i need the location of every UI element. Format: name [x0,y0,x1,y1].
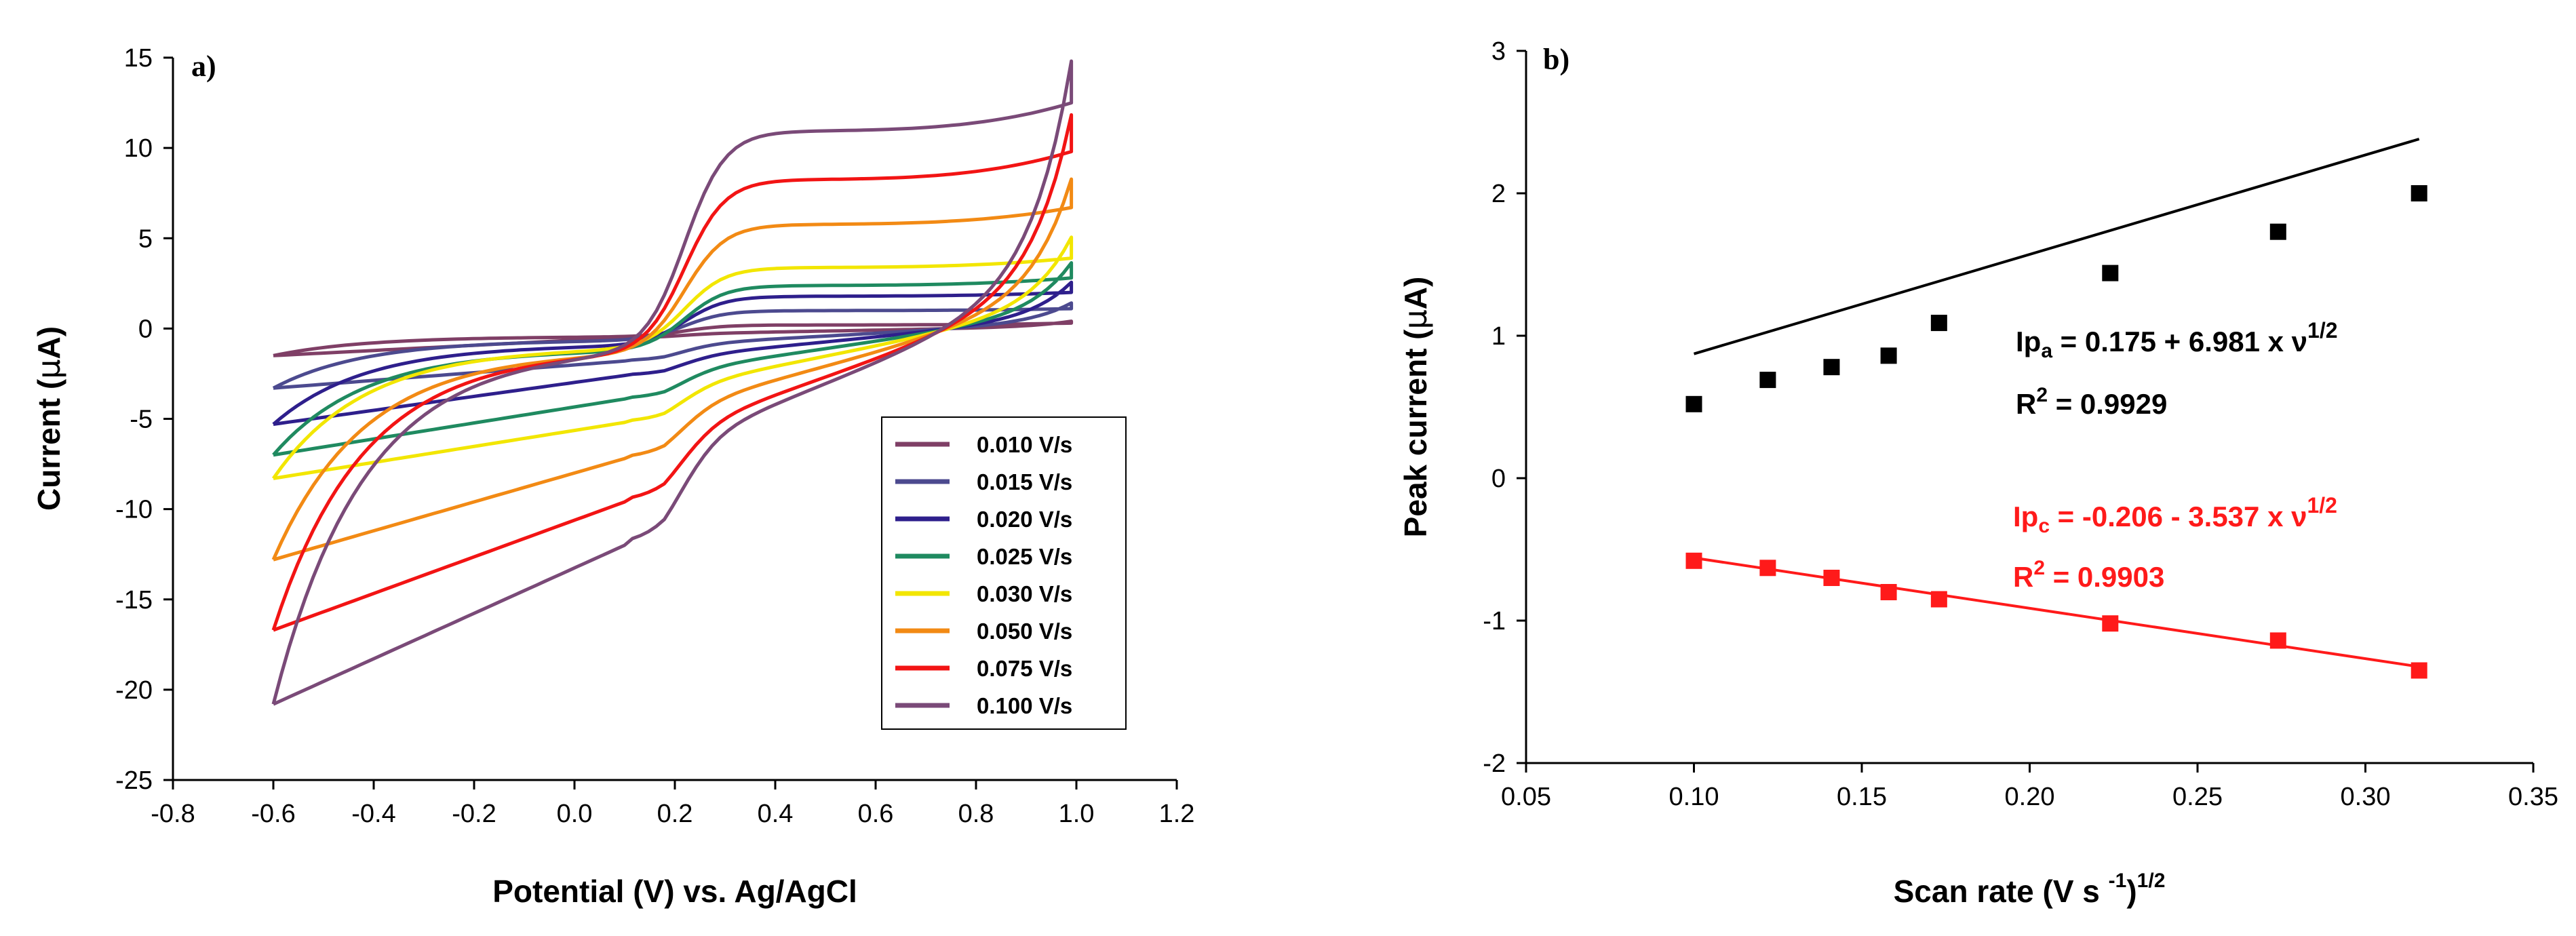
cv-curve-0020 [272,280,1074,426]
panel-a-x-tick-label: -0.2 [452,800,496,828]
ipa-point [1823,359,1840,376]
panel-a-legend: 0.010 V/s 0.015 V/s 0.020 V/s 0.025 V/s 0.03… [881,416,1127,730]
panel-a-x-tick-label: 1.2 [1159,800,1195,828]
ipc-point [1759,560,1776,577]
ipa-point [1759,372,1776,389]
panel-a-y-tick-label: -20 [115,676,153,705]
ipa-point [2269,223,2286,240]
panel-a-y-tick-label: -15 [115,586,153,615]
panel-a-y-tick-label: -25 [115,766,153,795]
cv-curve-0075 [271,113,1074,632]
panel-a-y-tick-label: 0 [138,315,153,343]
panel-a-x-axis-title: Potential (V) vs. Ag/AgCl [492,874,857,909]
panel-b-x-tick-label: 0.35 [2508,783,2558,811]
panel-b-label: b) [1543,43,1569,76]
panel-a-x-tick-label: -0.8 [151,800,195,828]
panel-a-y-axis-title: Current (μA) [31,326,67,511]
ipc-point [1880,584,1897,600]
panel-b-x-tick-label: 0.15 [1837,783,1887,811]
panel-a-y-tick-label: 10 [124,134,153,163]
ipc-r-squared: R2 = 0.9903 [2013,557,2164,593]
panel-a-x-tick-label: 1.0 [1059,800,1095,828]
panel-a-x-tick-label: 0.0 [557,800,593,828]
panel-b-x-tick-label: 0.05 [1501,783,1551,811]
ipa-point [1930,315,1947,332]
panel-b-x-tick-label: 0.25 [2172,783,2223,811]
ipc-point [2411,662,2427,679]
panel-b-y-tick-label: 2 [1491,180,1506,208]
panel-a-y-tick-label: 5 [138,225,153,253]
panel-a-x-tick-label: -0.4 [351,800,395,828]
panel-b-y-tick-label: -2 [1483,749,1506,778]
panel-b-y-tick-label: 3 [1491,37,1506,66]
panel-a-x-tick-label: 0.4 [758,800,794,828]
cv-curve-0050 [271,177,1074,562]
legend-label: 0.050 V/s [977,619,1072,644]
panel-a: -0.8 -0.6 -0.4 -0.2 0.0 0.2 0.4 0.6 0.8 1.0 1.2 15… [31,44,1194,909]
panel-a-x-tick-label: 0.2 [657,800,693,828]
ipa-fit-line [1693,138,2420,355]
legend-label: 0.100 V/s [977,693,1072,718]
panel-b-x-tick-label: 0.20 [2005,783,2055,811]
panel-a-y-tick-label: 15 [124,44,153,73]
ipa-equation: Ipa = 0.175 + 6.981 x ν1/2 [2016,318,2338,362]
legend-label: 0.010 V/s [977,432,1072,457]
panel-a-x-tick-label: 0.6 [858,800,894,828]
panel-b-y-tick-label: 1 [1491,322,1506,351]
ipa-point [2102,265,2119,281]
panel-b-x-tick-label: 0.30 [2341,783,2391,811]
cv-curve-0030 [271,235,1074,480]
panel-a-x-tick-label: -0.6 [251,800,295,828]
legend-label: 0.030 V/s [977,581,1072,606]
legend-label: 0.020 V/s [977,507,1072,532]
panel-b-y-tick-label: -1 [1483,607,1506,636]
panel-b-x-axis-title: Scan rate (V s -1)1/2 [1894,870,2166,909]
panel-a-label: a) [191,50,216,83]
ipc-point [1823,570,1840,586]
ipc-point [2102,615,2119,632]
panel-b-y-tick-label: 0 [1491,465,1506,493]
ipa-point [1685,395,1702,412]
ipa-r-squared: R2 = 0.9929 [2016,384,2167,420]
ipc-point [1685,552,1702,569]
panel-b: 0.05 0.10 0.15 0.20 0.25 0.30 0.35 3 2 1 0 -1 -2 b)… [1397,37,2558,909]
ipa-point [2411,185,2427,201]
legend-label: 0.015 V/s [977,469,1072,494]
panel-b-x-tick-label: 0.10 [1669,783,1719,811]
ipc-point [2269,632,2286,649]
panel-a-x-tick-label: 0.8 [958,800,994,828]
ipc-fit-line [1694,556,2419,668]
ipc-equation: Ipc = -0.206 - 3.537 x ν1/2 [2013,493,2337,537]
ipa-point [1880,347,1897,364]
ipc-point [1930,591,1947,608]
panel-a-y-tick-label: -5 [130,406,153,434]
legend-label: 0.025 V/s [977,544,1072,569]
cv-curve-0100 [271,59,1074,706]
panel-a-y-tick-label: -10 [115,496,153,524]
panel-b-y-axis-title: Peak current (μA) [1397,277,1434,538]
legend-label: 0.075 V/s [977,656,1072,681]
